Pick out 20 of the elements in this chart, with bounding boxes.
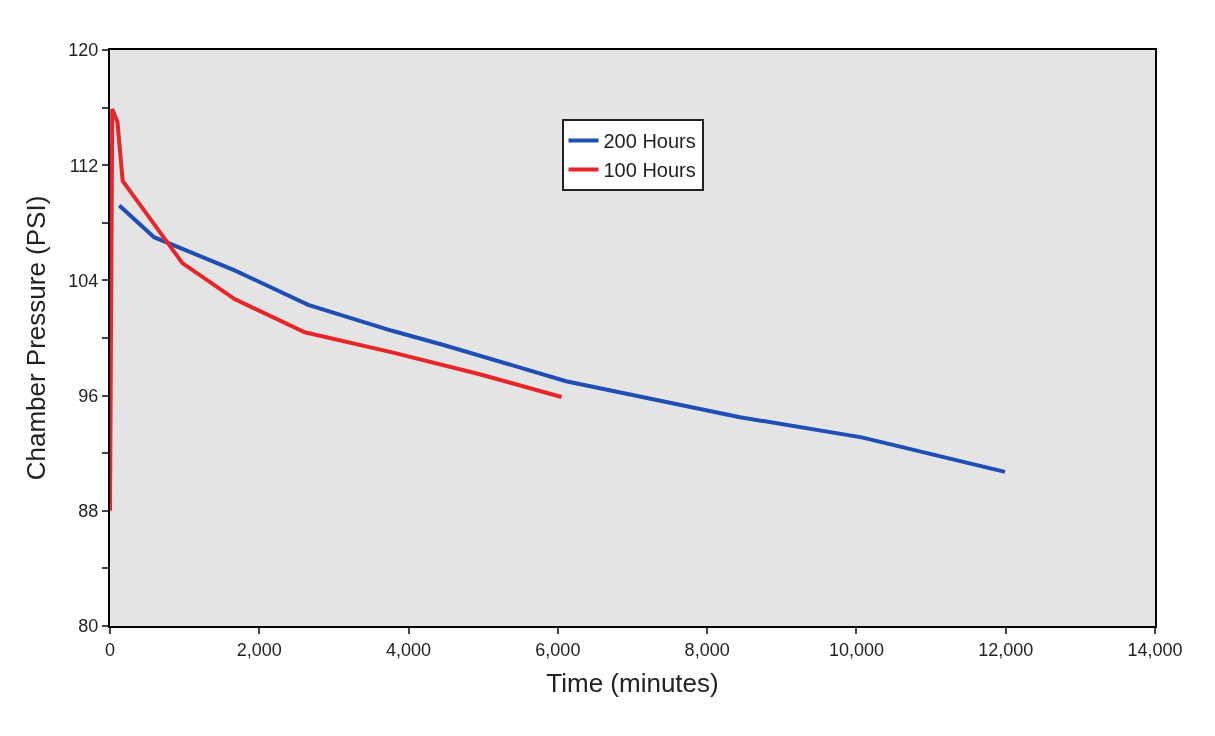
x-axis-title: Time (minutes)	[546, 667, 719, 698]
legend-label: 200 Hours	[603, 130, 696, 153]
y-tick-label: 88	[78, 501, 99, 522]
x-tick-label: 14,000	[1127, 639, 1183, 660]
x-tick-label: 6,000	[535, 639, 581, 660]
x-tick-label: 8,000	[684, 639, 730, 660]
y-tick-label: 120	[68, 40, 99, 61]
y-tick-label: 80	[78, 616, 99, 637]
x-tick-label: 4,000	[386, 639, 432, 660]
line-series	[110, 107, 564, 513]
x-tick-label: 0	[104, 639, 116, 660]
line-series	[117, 203, 1007, 474]
y-tick-label: 104	[68, 270, 99, 291]
y-tick-label: 96	[78, 385, 99, 406]
y-axis-title: Chamber Pressure (PSI)	[21, 195, 52, 481]
y-tick-label: 112	[69, 155, 99, 176]
x-tick-label: 10,000	[828, 639, 884, 660]
x-tick-label: 12,000	[978, 639, 1034, 660]
x-tick-label: 2,000	[236, 639, 282, 660]
legend-label: 100 Hours	[603, 159, 696, 182]
